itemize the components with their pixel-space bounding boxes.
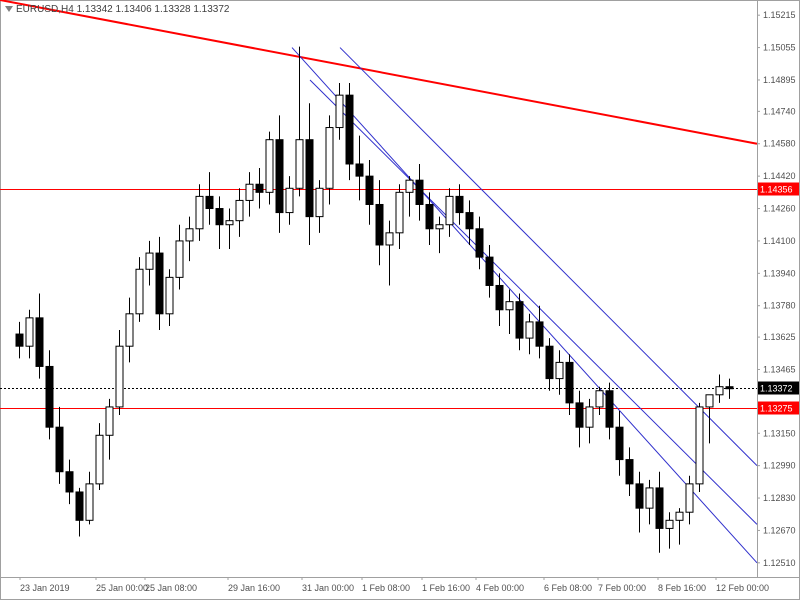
svg-text:1.13275: 1.13275: [760, 404, 793, 414]
svg-text:12 Feb 00:00: 12 Feb 00:00: [716, 583, 769, 593]
svg-text:1.12830: 1.12830: [763, 493, 796, 503]
chart-canvas[interactable]: 1.15215 1.15055 1.14895 1.14740 1.14580 1.144…: [0, 0, 800, 600]
svg-text:1.13940: 1.13940: [763, 268, 796, 278]
svg-text:31 Jan 00:00: 31 Jan 00:00: [302, 583, 354, 593]
svg-text:1.13465: 1.13465: [763, 364, 796, 374]
svg-text:25 Jan 08:00: 25 Jan 08:00: [145, 583, 197, 593]
svg-text:7 Feb 00:00: 7 Feb 00:00: [598, 583, 646, 593]
svg-text:1.14420: 1.14420: [763, 171, 796, 181]
svg-text:1.15055: 1.15055: [763, 43, 796, 53]
svg-text:1.14580: 1.14580: [763, 139, 796, 149]
svg-text:1 Feb 16:00: 1 Feb 16:00: [422, 583, 470, 593]
svg-text:1.12670: 1.12670: [763, 525, 796, 535]
svg-text:1.13150: 1.13150: [763, 428, 796, 438]
forex-chart[interactable]: 1.15215 1.15055 1.14895 1.14740 1.14580 1.144…: [0, 0, 800, 600]
svg-text:8 Feb 16:00: 8 Feb 16:00: [658, 583, 706, 593]
svg-text:1.15215: 1.15215: [763, 10, 796, 20]
svg-text:6 Feb 08:00: 6 Feb 08:00: [544, 583, 592, 593]
svg-text:1.14740: 1.14740: [763, 106, 796, 116]
svg-text:1 Feb 08:00: 1 Feb 08:00: [362, 583, 410, 593]
svg-text:25 Jan 00:00: 25 Jan 00:00: [96, 583, 148, 593]
svg-text:1.13780: 1.13780: [763, 301, 796, 311]
svg-text:1.14260: 1.14260: [763, 204, 796, 214]
svg-text:1.12510: 1.12510: [763, 558, 796, 568]
svg-text:4 Feb 00:00: 4 Feb 00:00: [476, 583, 524, 593]
svg-text:1.12990: 1.12990: [763, 461, 796, 471]
svg-text:23 Jan 2019: 23 Jan 2019: [20, 583, 70, 593]
svg-text:EURUSD,H4 1.13342 1.13406 1.1: EURUSD,H4 1.13342 1.13406 1.13328 1.1337…: [16, 4, 230, 15]
svg-text:29 Jan 16:00: 29 Jan 16:00: [228, 583, 280, 593]
svg-text:1.14895: 1.14895: [763, 75, 796, 85]
svg-text:1.14356: 1.14356: [760, 185, 793, 195]
svg-text:1.13372: 1.13372: [760, 384, 793, 394]
svg-text:1.13625: 1.13625: [763, 332, 796, 342]
svg-text:1.14100: 1.14100: [763, 236, 796, 246]
